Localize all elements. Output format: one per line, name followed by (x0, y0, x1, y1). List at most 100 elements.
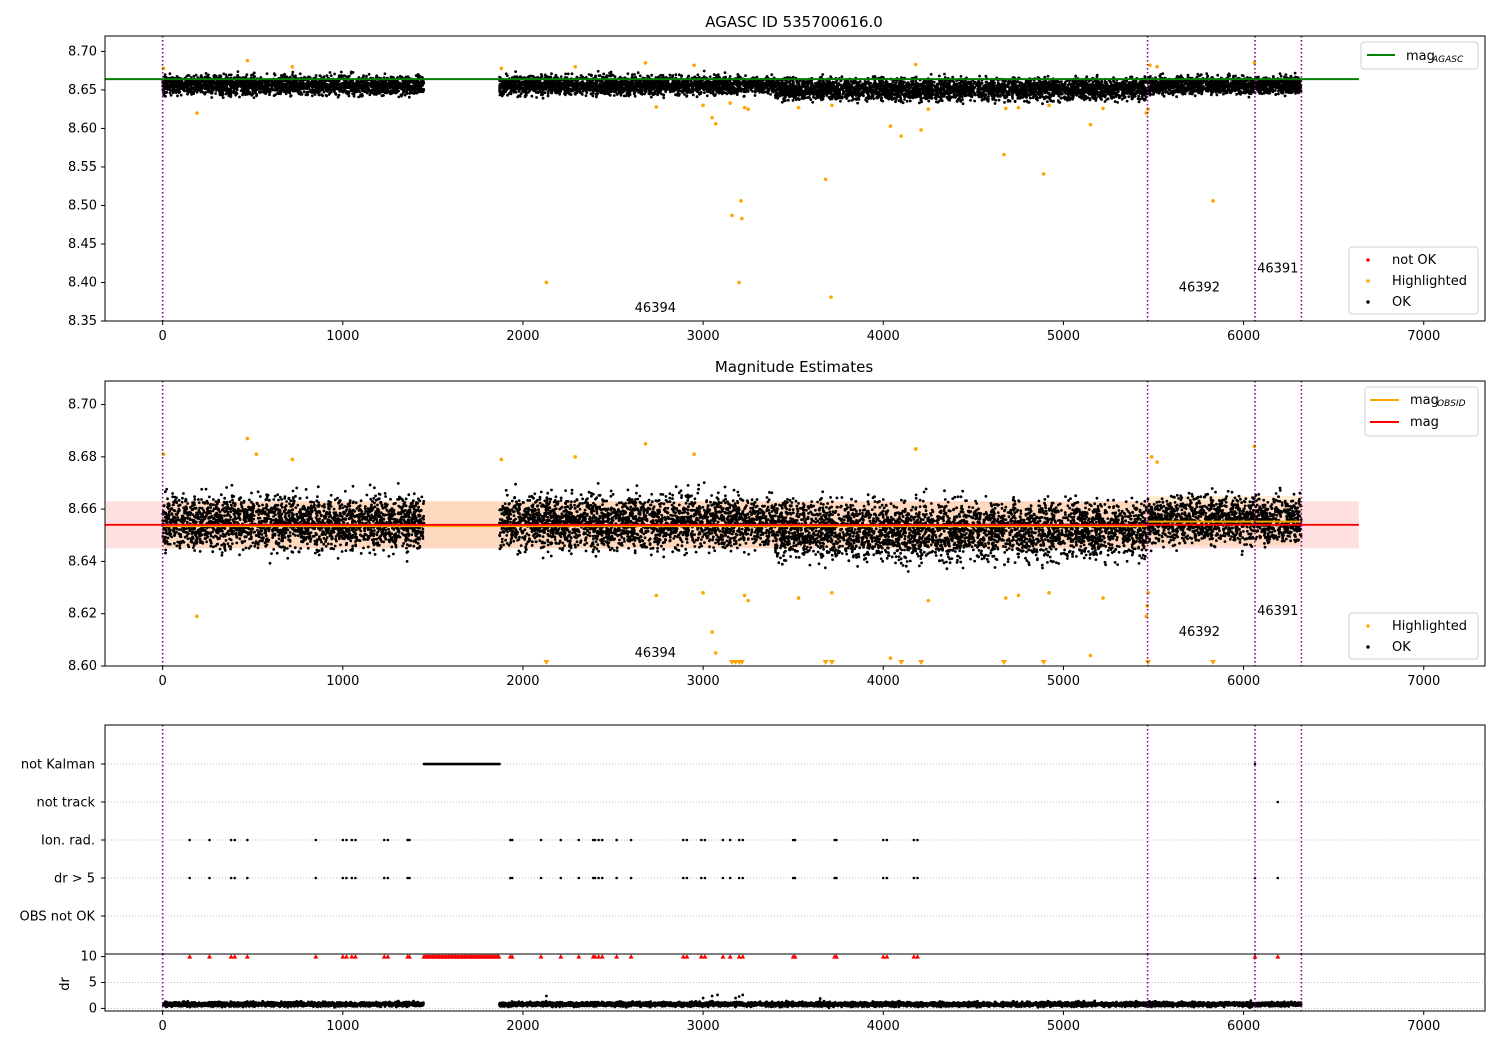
ok-point (368, 73, 371, 76)
ok-point (365, 75, 368, 78)
ok-point (651, 92, 654, 95)
ok-point (725, 91, 728, 94)
ok-point (856, 102, 859, 105)
ok-point (761, 91, 764, 94)
ok-point (595, 93, 598, 96)
ok-point (363, 90, 366, 93)
ok-point (684, 89, 687, 92)
ok-point (185, 82, 188, 85)
ok-point (343, 74, 346, 77)
ok-point (678, 93, 681, 96)
ok-point (703, 88, 706, 91)
ok-point (506, 88, 509, 91)
ok-point (654, 85, 657, 88)
ok-point (770, 73, 773, 76)
ok-point (750, 81, 753, 84)
ok-point (255, 83, 258, 86)
ok-point (273, 89, 276, 92)
agasc-panel-title: AGASC ID 535700616.0 (705, 13, 883, 31)
ok-point (751, 90, 754, 93)
ok-point (392, 89, 395, 92)
ok-point (731, 92, 734, 95)
ok-point (683, 93, 686, 96)
ok-point (545, 88, 548, 91)
ok-point (296, 83, 299, 86)
ok-point (375, 74, 378, 77)
ok-point (633, 73, 636, 76)
ok-point (323, 75, 326, 78)
ok-point (606, 90, 609, 93)
ok-point (769, 93, 772, 96)
ok-point (744, 83, 747, 86)
ok-point (283, 90, 286, 93)
ok-point (167, 80, 170, 83)
ok-point (329, 71, 332, 74)
ok-point (392, 83, 395, 86)
ok-point (547, 92, 550, 95)
ok-point (524, 95, 527, 98)
ok-point (212, 89, 215, 92)
ok-point (591, 86, 594, 89)
ok-point (973, 100, 976, 103)
ok-point (362, 74, 365, 77)
ok-point (373, 82, 376, 85)
ok-point (745, 86, 748, 89)
ok-point (738, 83, 741, 86)
ok-point (190, 91, 193, 94)
ok-point (248, 80, 251, 83)
ok-point (221, 94, 224, 97)
ok-point (279, 90, 282, 93)
ok-point (311, 85, 314, 88)
ok-point (360, 93, 363, 96)
ok-point (342, 84, 345, 87)
ok-point (662, 86, 665, 89)
ok-point (206, 84, 209, 87)
ok-point (662, 96, 665, 99)
ok-point (243, 90, 246, 93)
ok-point (626, 92, 629, 95)
ok-point (402, 91, 405, 94)
ok-point (690, 91, 693, 94)
ok-point (767, 92, 770, 95)
ok-point (320, 93, 323, 96)
ok-point (669, 74, 672, 77)
ok-point (413, 92, 416, 95)
ok-point (241, 81, 244, 84)
ok-point (310, 91, 313, 94)
ok-point (245, 75, 248, 78)
ok-point (592, 90, 595, 93)
ok-point (338, 94, 341, 97)
ok-point (299, 72, 302, 75)
ok-point (349, 80, 352, 83)
ok-point (512, 87, 515, 90)
ok-point (668, 88, 671, 91)
ok-point (519, 95, 522, 98)
ok-point (280, 83, 283, 86)
ok-point (395, 92, 398, 95)
ok-point (556, 87, 559, 90)
ok-point (343, 88, 346, 91)
ok-point (737, 90, 740, 93)
ok-point (391, 86, 394, 89)
ok-point (384, 72, 387, 75)
ok-point (541, 94, 544, 97)
ok-point (705, 81, 708, 84)
ok-point (168, 86, 171, 89)
ok-point (629, 93, 632, 96)
ok-point (686, 81, 689, 84)
ok-point (205, 72, 208, 75)
ok-point (560, 75, 563, 78)
ok-point (164, 86, 167, 89)
ok-point (732, 86, 735, 89)
ok-point (173, 87, 176, 90)
ok-point (243, 85, 246, 88)
ok-point (594, 75, 597, 78)
ok-point (516, 96, 519, 99)
ok-point (714, 93, 717, 96)
ok-point (340, 74, 343, 77)
ok-point (253, 91, 256, 94)
ok-point (647, 83, 650, 86)
ok-point (177, 89, 180, 92)
ok-point (401, 83, 404, 86)
